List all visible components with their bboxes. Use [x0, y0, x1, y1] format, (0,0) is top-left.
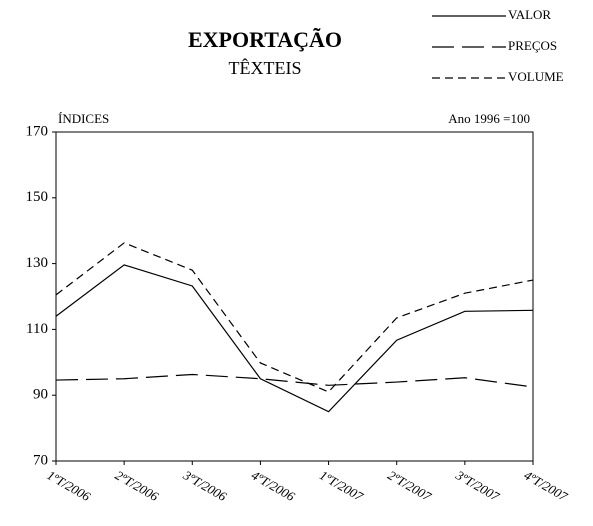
series-line — [55, 373, 534, 388]
series-line — [55, 242, 534, 393]
annotation: Ano 1996 =100 — [448, 111, 530, 126]
y-tick-label: 90 — [33, 387, 48, 403]
x-tick-label: 1ºT/2007 — [317, 467, 366, 504]
x-tick-label: 4ºT/2007 — [521, 467, 570, 504]
x-tick-label: 3ºT/2007 — [452, 467, 502, 504]
y-tick-label: 130 — [26, 255, 49, 271]
chart-title: EXPORTAÇÃO — [188, 27, 342, 52]
plot-frame — [55, 131, 534, 462]
legend-label: VOLUME — [508, 69, 564, 84]
x-tick-label: 2ºT/2006 — [113, 467, 162, 504]
x-tick-label: 4ºT/2006 — [249, 467, 298, 504]
y-tick-label: 170 — [26, 123, 49, 139]
series-line — [55, 264, 534, 413]
y-tick-label: 110 — [26, 321, 48, 337]
y-axis-label: ÍNDICES — [58, 111, 109, 126]
legend-label: VALOR — [508, 7, 551, 22]
x-tick-label: 3ºT/2006 — [180, 467, 230, 504]
legend-label: PREÇOS — [508, 38, 557, 53]
y-tick-label: 70 — [33, 452, 48, 468]
chart-subtitle: TÊXTEIS — [229, 57, 302, 78]
y-tick-label: 150 — [26, 189, 49, 205]
x-tick-label: 1ºT/2006 — [44, 467, 93, 504]
x-tick-label: 2ºT/2007 — [385, 467, 434, 504]
